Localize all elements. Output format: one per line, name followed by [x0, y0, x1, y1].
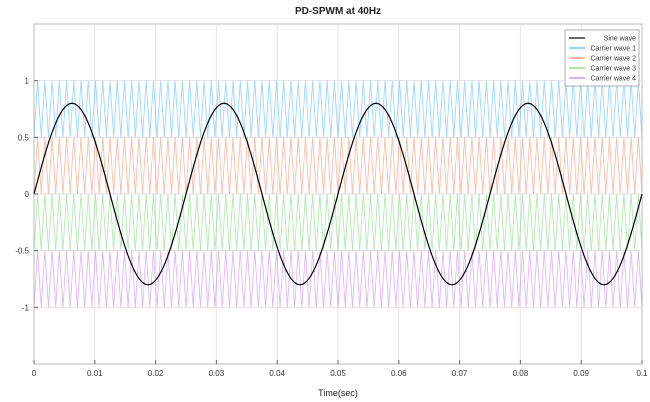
- sine-series: [33, 102, 643, 286]
- y-tick-label: -0.5: [15, 247, 29, 256]
- x-tick-label: 0.05: [330, 369, 346, 378]
- carrier-wave-3-line: [33, 193, 643, 251]
- y-tick-label: 1: [25, 77, 30, 86]
- legend-label: Carrier wave 1: [590, 46, 636, 53]
- y-tick-label: 0.5: [18, 133, 30, 142]
- x-tick-label: 0.03: [209, 369, 225, 378]
- x-tick-label: 0.08: [513, 369, 529, 378]
- legend: Sine wave Carrier wave 1 Carrier wave 2 Car…: [564, 29, 640, 87]
- x-tick-label: 0: [32, 369, 37, 378]
- x-tick-label: 0.1: [636, 369, 648, 378]
- x-tick-label: 0.06: [391, 369, 407, 378]
- x-axis-ticks: 0 0.01 0.02 0.03 0.04 0.05 0.06 0.07 0.08 0.09 0.1: [32, 360, 648, 378]
- x-tick-label: 0.09: [573, 369, 589, 378]
- sine-wave-line: [33, 102, 643, 286]
- x-tick-label: 0.02: [148, 369, 164, 378]
- x-tick-label: 0.07: [452, 369, 468, 378]
- y-tick-label: -1: [22, 303, 30, 312]
- y-axis-ticks: 1 0.5 0 -0.5 -1: [15, 77, 38, 312]
- legend-label: Sine wave: [604, 36, 636, 43]
- legend-label: Carrier wave 4: [590, 76, 636, 83]
- carrier-wave-1-line: [33, 80, 643, 138]
- legend-label: Carrier wave 3: [590, 66, 636, 73]
- chart-title: PD-SPWM at 40Hz: [295, 6, 381, 17]
- x-axis-label: Time(sec): [318, 388, 358, 398]
- y-tick-label: 0: [25, 190, 30, 199]
- carrier-wave-4-line: [33, 250, 643, 308]
- legend-label: Carrier wave 2: [590, 56, 636, 63]
- x-tick-label: 0.04: [269, 369, 285, 378]
- x-tick-label: 0.01: [87, 369, 103, 378]
